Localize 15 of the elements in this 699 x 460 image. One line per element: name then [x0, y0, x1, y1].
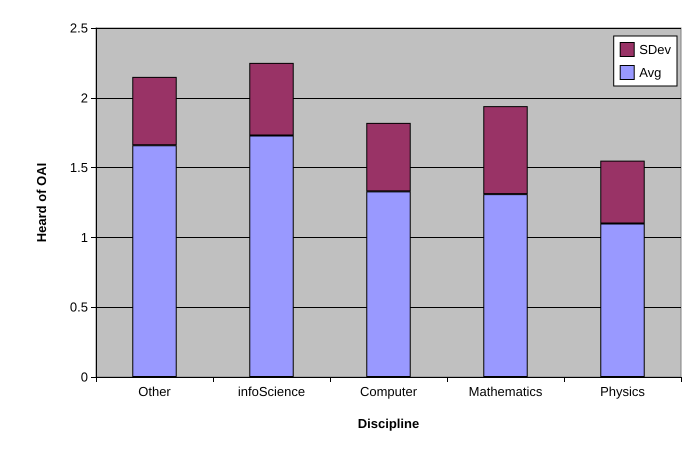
- y-tick-label: 1.5: [70, 160, 88, 176]
- y-tick-label: 0.5: [70, 300, 88, 315]
- y-tick-label: 1: [80, 230, 88, 245]
- y-axis-title: Heard of OAI: [34, 162, 49, 242]
- x-tick-label: Computer: [360, 384, 418, 399]
- y-tick-label: 2: [80, 90, 88, 106]
- x-tick-label: infoScience: [238, 384, 306, 399]
- legend-label: Avg: [639, 65, 662, 80]
- x-axis-title: Discipline: [358, 416, 420, 431]
- y-tick-label: 0: [80, 370, 88, 384]
- x-tick-label: Mathematics: [468, 384, 543, 399]
- x-tick-label: Other: [138, 384, 172, 399]
- legend-label: SDev: [639, 42, 672, 57]
- y-tick-label: 2.5: [70, 20, 88, 36]
- x-tick-label: Physics: [600, 384, 646, 399]
